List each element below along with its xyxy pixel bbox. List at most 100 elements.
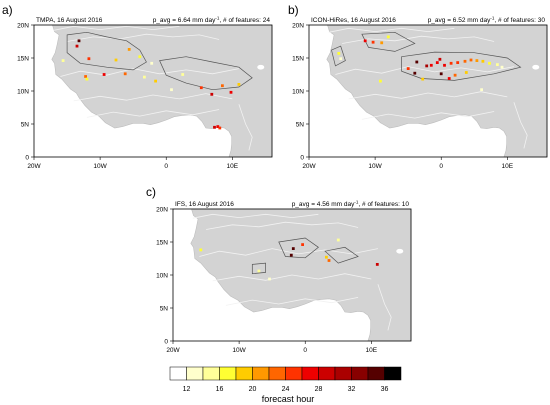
x-tick-label: 10E: [502, 163, 514, 170]
colorbar-swatch: [169, 366, 187, 381]
colorbar-swatch: [235, 366, 253, 381]
y-tick-label: 5N: [296, 121, 305, 128]
gray-contour: [225, 297, 359, 306]
gray-contour: [73, 93, 233, 102]
x-tick-label: 10W: [368, 163, 382, 170]
feature-marker: [268, 277, 271, 281]
colorbar-swatch: [367, 366, 385, 381]
precip-contour: [159, 56, 253, 91]
gray-contour: [361, 111, 495, 120]
gray-contour: [206, 221, 359, 230]
gray-contour: [335, 66, 514, 75]
map-panel-c: 20W 10W 0 10E 0 5N 10N 15N 20N: [156, 206, 412, 354]
x-tick-label: 10E: [366, 347, 378, 354]
land-area: [326, 24, 548, 158]
colorbar-swatch: [252, 366, 270, 381]
gray-contour: [348, 91, 508, 100]
feature-marker: [102, 73, 106, 76]
colorbar: 12 16 20 24 28 32 36: [169, 366, 402, 393]
precip-contour: [331, 45, 346, 67]
y-tick-label: 0: [25, 154, 29, 161]
feature-marker: [439, 72, 443, 76]
feature-marker: [453, 73, 457, 77]
colorbar-swatch: [285, 366, 303, 381]
x-tick-label: 20W: [166, 347, 180, 354]
feature-marker: [289, 253, 293, 257]
avg-text-a: p_avg = 6.64 mm day-1, # of features: 24: [153, 16, 271, 25]
avg-text-b: p_avg = 6.52 mm day-1, # of features: 30: [428, 16, 546, 25]
colorbar-swatch: [384, 366, 402, 381]
feature-marker: [61, 59, 65, 62]
y-tick-label: 10N: [156, 272, 168, 279]
feature-marker: [85, 77, 89, 81]
gray-contour: [328, 27, 455, 33]
gray-contour: [199, 248, 378, 257]
feature-marker: [325, 255, 328, 259]
feature-marker: [480, 88, 483, 92]
feature-marker: [421, 77, 425, 81]
feature-marker: [413, 71, 417, 75]
feature-marker: [475, 59, 479, 62]
feature-marker: [371, 40, 375, 44]
gray-contour: [86, 109, 220, 118]
avg-text-c: p_avg = 4.56 mm day-1, # of features: 10: [292, 200, 410, 209]
avg-prefix-c: p_avg = 4.56 mm day: [292, 201, 355, 208]
y-tick-label: 5N: [21, 121, 30, 128]
colorbar-swatch: [334, 366, 352, 381]
panel-title-c: IFS, 16 August 2016: [175, 201, 234, 208]
y-tick-label: 5N: [160, 305, 169, 312]
feature-marker: [464, 71, 468, 74]
avg-sup-c: -1: [354, 200, 358, 205]
feature-marker: [327, 259, 331, 262]
gray-contour: [192, 213, 319, 219]
feature-marker: [363, 39, 367, 43]
feature-marker: [463, 59, 467, 63]
x-tick-label: 10W: [232, 347, 246, 354]
feature-marker: [425, 64, 429, 68]
feature-marker: [496, 63, 499, 66]
feature-marker: [438, 57, 442, 61]
feature-marker: [123, 72, 127, 76]
precip-contour: [278, 237, 319, 259]
colorbar-tick-label: 36: [381, 386, 389, 393]
feature-marker: [143, 75, 146, 79]
feature-marker: [429, 63, 433, 67]
feature-marker: [375, 263, 379, 266]
feature-marker: [379, 79, 382, 83]
feature-marker: [291, 247, 295, 250]
colorbar-tick-label: 16: [216, 386, 224, 393]
feature-marker: [380, 41, 384, 45]
feature-marker: [415, 60, 419, 64]
y-tick-label: 15N: [156, 239, 168, 246]
feature-marker: [181, 73, 185, 76]
feature-marker: [87, 57, 91, 61]
y-tick-label: 15N: [17, 55, 29, 62]
feature-marker: [443, 63, 446, 67]
colorbar-tick-label: 12: [183, 386, 191, 393]
avg-suffix-a: , # of features: 24: [219, 17, 270, 24]
feature-marker: [447, 77, 451, 80]
land-area: [190, 208, 412, 342]
feature-marker: [339, 57, 343, 61]
colorbar-title: forecast hour: [262, 394, 315, 404]
avg-sup-b: -1: [490, 16, 494, 21]
x-tick-label: 0: [439, 163, 443, 170]
land-area: [51, 24, 273, 158]
feature-marker: [77, 39, 81, 43]
lake-patch: [257, 64, 265, 70]
y-tick-label: 0: [300, 154, 304, 161]
lake-patch: [396, 248, 404, 254]
y-tick-label: 20N: [17, 22, 29, 29]
colorbar-tick-label: 28: [315, 386, 323, 393]
feature-marker: [456, 61, 460, 64]
feature-marker: [435, 61, 439, 64]
precip-contour: [251, 262, 266, 275]
x-tick-label: 0: [164, 163, 168, 170]
feature-marker: [229, 90, 233, 94]
feature-marker: [386, 35, 390, 39]
feature-marker: [257, 269, 261, 273]
avg-suffix-c: , # of features: 10: [358, 201, 409, 208]
avg-suffix-b: , # of features: 30: [494, 17, 545, 24]
y-tick-label: 20N: [156, 206, 168, 213]
feature-marker: [114, 58, 118, 62]
